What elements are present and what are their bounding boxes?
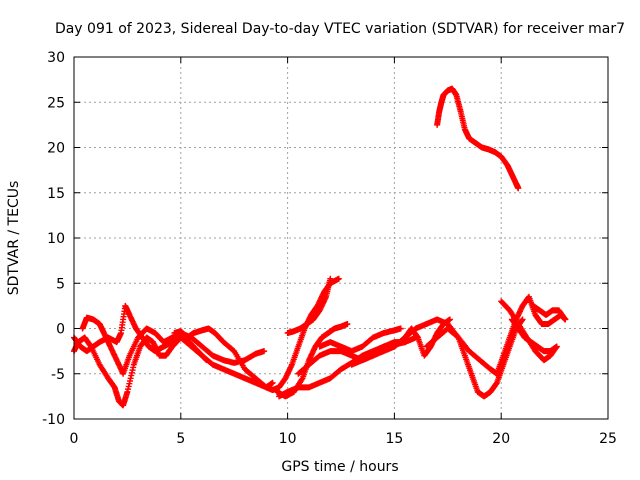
series-track-o <box>508 316 560 355</box>
y-tick-label: 5 <box>56 276 65 292</box>
y-axis-label: SDTVAR / TECUs <box>6 181 22 296</box>
x-tick-label: 15 <box>385 431 403 447</box>
data-point <box>397 325 404 332</box>
grid-layer <box>74 57 608 419</box>
x-tick-label: 0 <box>70 431 79 447</box>
data-point <box>519 316 526 323</box>
x-tick-label: 5 <box>176 431 185 447</box>
data-point <box>553 343 560 350</box>
series-track-l <box>391 316 526 400</box>
y-tick-label: -10 <box>42 412 65 428</box>
y-tick-label: 30 <box>47 50 65 66</box>
data-point <box>269 379 276 386</box>
marks-layer <box>71 85 569 409</box>
x-axis-label: GPS time / hours <box>281 459 398 475</box>
data-point <box>335 275 342 282</box>
data-point <box>327 275 334 282</box>
y-tick-label: 15 <box>47 186 65 202</box>
data-point <box>562 316 569 323</box>
x-tick-label: 20 <box>492 431 510 447</box>
series-track-p <box>530 302 569 323</box>
y-tick-label: 25 <box>47 95 65 111</box>
chart-title: Day 091 of 2023, Sidereal Day-to-day VTE… <box>55 21 625 37</box>
data-point <box>446 316 453 323</box>
x-tick-label: 10 <box>279 431 297 447</box>
y-tick-label: 20 <box>47 141 65 157</box>
y-axis: -10 -5 0 5 10 15 20 25 30 <box>42 50 608 428</box>
data-point <box>515 185 522 192</box>
series-track-j <box>316 325 404 355</box>
data-point <box>261 348 268 355</box>
series-track-m <box>423 293 569 377</box>
y-tick-label: -5 <box>51 367 65 383</box>
series-track-q <box>434 85 522 192</box>
series-track-b <box>71 334 276 409</box>
y-tick-label: 0 <box>56 322 65 338</box>
series-track-f <box>284 275 334 337</box>
data-point <box>344 320 351 327</box>
x-axis: 0 5 10 15 20 25 <box>70 57 617 447</box>
x-tick-label: 25 <box>599 431 617 447</box>
y-tick-label: 10 <box>47 231 65 247</box>
